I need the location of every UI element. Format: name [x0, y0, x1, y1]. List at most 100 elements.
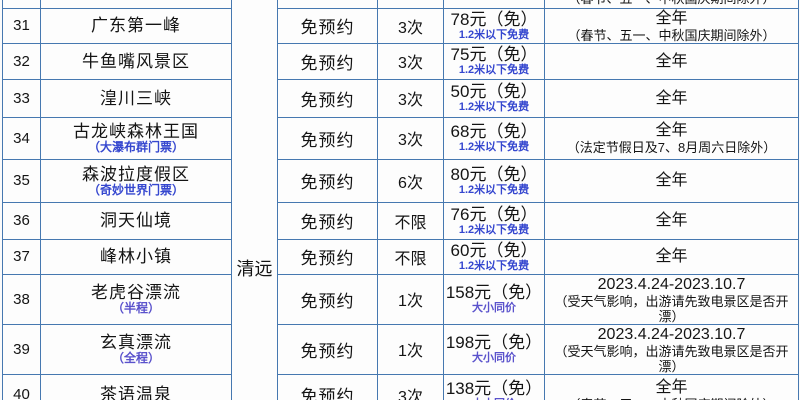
reservation-label: 免预约: [300, 291, 355, 311]
validity-note: （春节、五一、中秋国庆期间除外）: [546, 397, 798, 400]
table-row: 40 茶语温泉 免预约 3次 138元（免） 大小同价 全年 （春节、五一、中秋…: [2, 373, 799, 400]
attraction-name: 老虎谷漂流: [91, 283, 181, 302]
attraction-name-note: （奇妙世界门票）: [87, 182, 184, 197]
reservation-cell: 免预约: [277, 116, 378, 160]
row-number-cell: [2, 0, 41, 9]
price-value: 76元（免）: [450, 204, 538, 224]
table-row: 31 广东第一峰 免预约 3次 78元（免） 1.2米以下免费 全年 （春节、五…: [2, 7, 799, 44]
times-cell: 不限: [377, 201, 444, 240]
validity-cell: 全年: [544, 42, 799, 80]
attraction-name-cell: 牛鱼嘴风景区: [40, 42, 232, 80]
times-label: 3次: [398, 19, 423, 37]
row-number-cell: 38: [2, 273, 41, 325]
table-row: 33 湟川三峡 免预约 3次 50元（免） 1.2米以下免费 全年: [2, 78, 799, 118]
attraction-name-cell: [40, 0, 232, 9]
price-cell: 138元（免） 大小同价: [443, 373, 545, 400]
reservation-cell: 免预约: [277, 373, 378, 400]
price-note: 1.2米以下免费: [458, 141, 530, 153]
row-number: 37: [13, 248, 30, 265]
reservation-cell: 免预约: [277, 238, 378, 275]
validity-cell: 全年 （春节、五一、中秋国庆期间除外）: [544, 7, 799, 44]
price-cell: 68元（免） 1.2米以下免费: [443, 116, 545, 160]
attraction-name: 茶语温泉: [100, 385, 172, 400]
times-label: 1次: [398, 343, 423, 360]
price-cell: 80元（免） 1.2米以下免费: [443, 158, 545, 203]
price-cell: 50元（免） 1.2米以下免费: [443, 78, 545, 118]
row-number: 36: [13, 212, 30, 229]
price-note: 1.2米以下免费: [458, 183, 530, 196]
reservation-label: 免预约: [300, 213, 355, 232]
validity-cell: 全年 （春节、五一、中秋国庆期间除外）: [544, 373, 799, 400]
price-note: 大小同价: [472, 302, 516, 314]
row-number-cell: 39: [2, 323, 41, 375]
reservation-label: 免预约: [300, 173, 355, 192]
validity-value: 全年: [655, 248, 688, 265]
validity-value: 全年: [655, 122, 688, 139]
attraction-name: 湟川三峡: [100, 88, 172, 108]
price-note: 大小同价: [445, 398, 544, 400]
attraction-name: 洞天仙境: [100, 211, 172, 230]
times-label: 1次: [398, 293, 423, 310]
attraction-name-cell: 玄真漂流 （全程）: [40, 323, 232, 375]
validity-value: 2023.4.24-2023.10.7: [597, 275, 746, 293]
table-row: 35 森波拉度假区 （奇妙世界门票） 免预约 6次 80元（免） 1.2米以下免…: [2, 158, 799, 203]
row-number-cell: 36: [2, 201, 41, 240]
attraction-name: 峰林小镇: [100, 247, 172, 266]
row-number-cell: 35: [2, 158, 41, 203]
validity-value: 2023.4.24-2023.10.7: [597, 325, 746, 343]
reservation-label: 免预约: [300, 249, 355, 268]
price-cell: [443, 0, 545, 9]
reservation-label: 免预约: [300, 130, 355, 150]
price-value: 60元（免）: [450, 240, 538, 260]
times-label: 6次: [398, 174, 423, 192]
price-note: 大小同价: [472, 352, 516, 364]
attraction-name-note: （半程）: [111, 301, 160, 315]
price-cell: 158元（免） 大小同价: [443, 273, 545, 325]
price-value: 138元（免）: [445, 378, 543, 398]
attraction-name: 牛鱼嘴风景区: [82, 51, 190, 71]
reservation-label: 免预约: [300, 387, 355, 400]
validity-cell: 全年: [544, 158, 799, 203]
attraction-name: 玄真漂流: [100, 333, 172, 352]
price-value: 158元（免）: [445, 283, 543, 302]
attraction-name-cell: 湟川三峡: [40, 78, 232, 118]
reservation-label: 免预约: [300, 53, 355, 73]
city-cell: 清远: [231, 0, 278, 400]
times-cell: 3次: [377, 78, 444, 118]
table-row: 32 牛鱼嘴风景区 免预约 3次 75元（免） 1.2米以下免费 全年: [2, 42, 799, 80]
table-row: 37 峰林小镇 免预约 不限 60元（免） 1.2米以下免费 全年: [2, 238, 799, 275]
reservation-cell: 免预约: [277, 42, 378, 80]
reservation-cell: 免预约: [277, 273, 378, 325]
price-value: 50元（免）: [450, 82, 538, 101]
price-cell: 60元（免） 1.2米以下免费: [443, 238, 545, 275]
validity-value: 全年: [655, 172, 688, 189]
times-cell: 1次: [377, 273, 444, 325]
times-label: 3次: [398, 92, 423, 109]
times-label: 不限: [394, 250, 427, 268]
reservation-label: 免预约: [300, 341, 355, 361]
validity-value: 全年: [655, 378, 688, 396]
row-number: 33: [13, 89, 30, 107]
times-cell: 3次: [377, 7, 444, 44]
row-number-cell: 32: [2, 42, 41, 80]
times-cell: 3次: [377, 116, 444, 160]
validity-cell: 全年 （法定节假日及7、8月周六日除外）: [544, 116, 799, 160]
validity-value: 全年: [655, 9, 688, 27]
validity-value: 全年: [655, 212, 688, 229]
times-label: 3次: [398, 55, 423, 72]
price-note: 1.2米以下免费: [458, 28, 530, 41]
row-number: 40: [13, 386, 30, 400]
validity-cell: 2023.4.24-2023.10.7 （受天气影响，出游请先致电景区是否开漂）: [544, 323, 799, 375]
row-number-cell: 31: [2, 7, 41, 44]
attraction-name: 古龙峡森林王国: [73, 122, 199, 141]
table-row: 39 玄真漂流 （全程） 免预约 1次 198元（免） 大小同价 2023.4.…: [2, 323, 799, 375]
validity-value: 全年: [655, 89, 688, 107]
validity-cell: 全年: [544, 201, 799, 240]
row-number: 38: [13, 290, 30, 308]
price-value: 75元（免）: [450, 45, 538, 64]
table-row: 38 老虎谷漂流 （半程） 免预约 1次 158元（免） 大小同价 2023.4…: [2, 273, 799, 325]
price-value: 78元（免）: [450, 9, 538, 29]
price-cell: 75元（免） 1.2米以下免费: [443, 42, 545, 80]
validity-value: 全年: [655, 52, 688, 70]
